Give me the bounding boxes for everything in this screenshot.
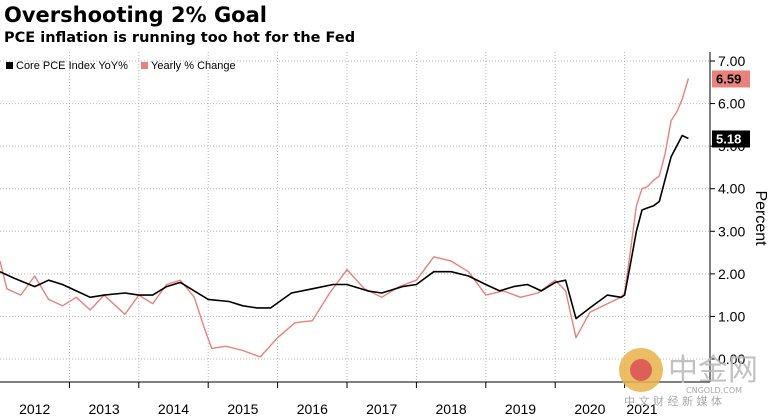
x-tick-label: 2014 [158,401,189,417]
chart-subtitle: PCE inflation is running too hot for the… [4,30,356,46]
x-tick-label: 2020 [574,401,605,417]
watermark-sub-text: CNGOLD.COM [686,386,742,395]
last-value-tag-yearly-change [712,70,750,88]
axes [0,52,711,383]
legend: Core PCE Index YoY% Yearly % Change [6,60,236,72]
y-tick-label: 6.00 [718,96,745,112]
x-tick-label: 2013 [89,401,120,417]
x-tick-label: 2012 [19,401,50,417]
last-value-text-yearly-change: 6.59 [716,71,741,86]
y-tick-label: 2.00 [718,266,745,282]
legend-swatch-core-pce [6,62,13,69]
legend-label-core-pce: Core PCE Index YoY% [16,60,128,72]
y-tick-label: 0.00 [718,351,745,367]
series-line-yearly-change [0,78,690,358]
x-tick-label: 2021 [626,401,657,417]
legend-label-yearly-change: Yearly % Change [151,60,236,72]
y-tick-label: 1.00 [718,308,745,324]
y-tick-label: 4.00 [718,181,745,197]
y-tick-label: 3.00 [718,223,745,239]
watermark-logo-inner-icon [630,359,652,381]
watermark-caption: 中 文 财 经 新 媒 体 [624,394,722,408]
grid-lines [0,52,710,382]
watermark: 中金网 CNGOLD.COM 中 文 财 经 新 媒 体 [619,348,758,408]
y-axis-label: Percent [752,190,769,246]
y-axis-ticks: 7.006.005.004.003.002.001.000.00 [710,53,745,367]
x-tick-label: 2019 [505,401,536,417]
x-tick-label: 2017 [366,401,397,417]
last-value-text-core-pce: 5.18 [716,131,741,146]
last-value-tag-core-pce [712,130,750,148]
series-line-core-pce [0,134,689,320]
x-axis-ticks: 2012 2013 2014 2015 2016 2017 2018 2019 2020 2021 [19,382,658,417]
watermark-main-text: 中金网 [668,353,758,388]
legend-swatch-yearly-change [141,62,148,69]
series-lines [0,78,690,358]
x-tick-label: 2015 [227,401,258,417]
x-tick-label: 2016 [297,401,328,417]
last-value-tags: 6.59 5.18 [712,70,750,148]
x-tick-label: 2018 [436,401,467,417]
chart-title: Overshooting 2% Goal [4,3,267,27]
y-tick-label: 7.00 [718,53,745,69]
